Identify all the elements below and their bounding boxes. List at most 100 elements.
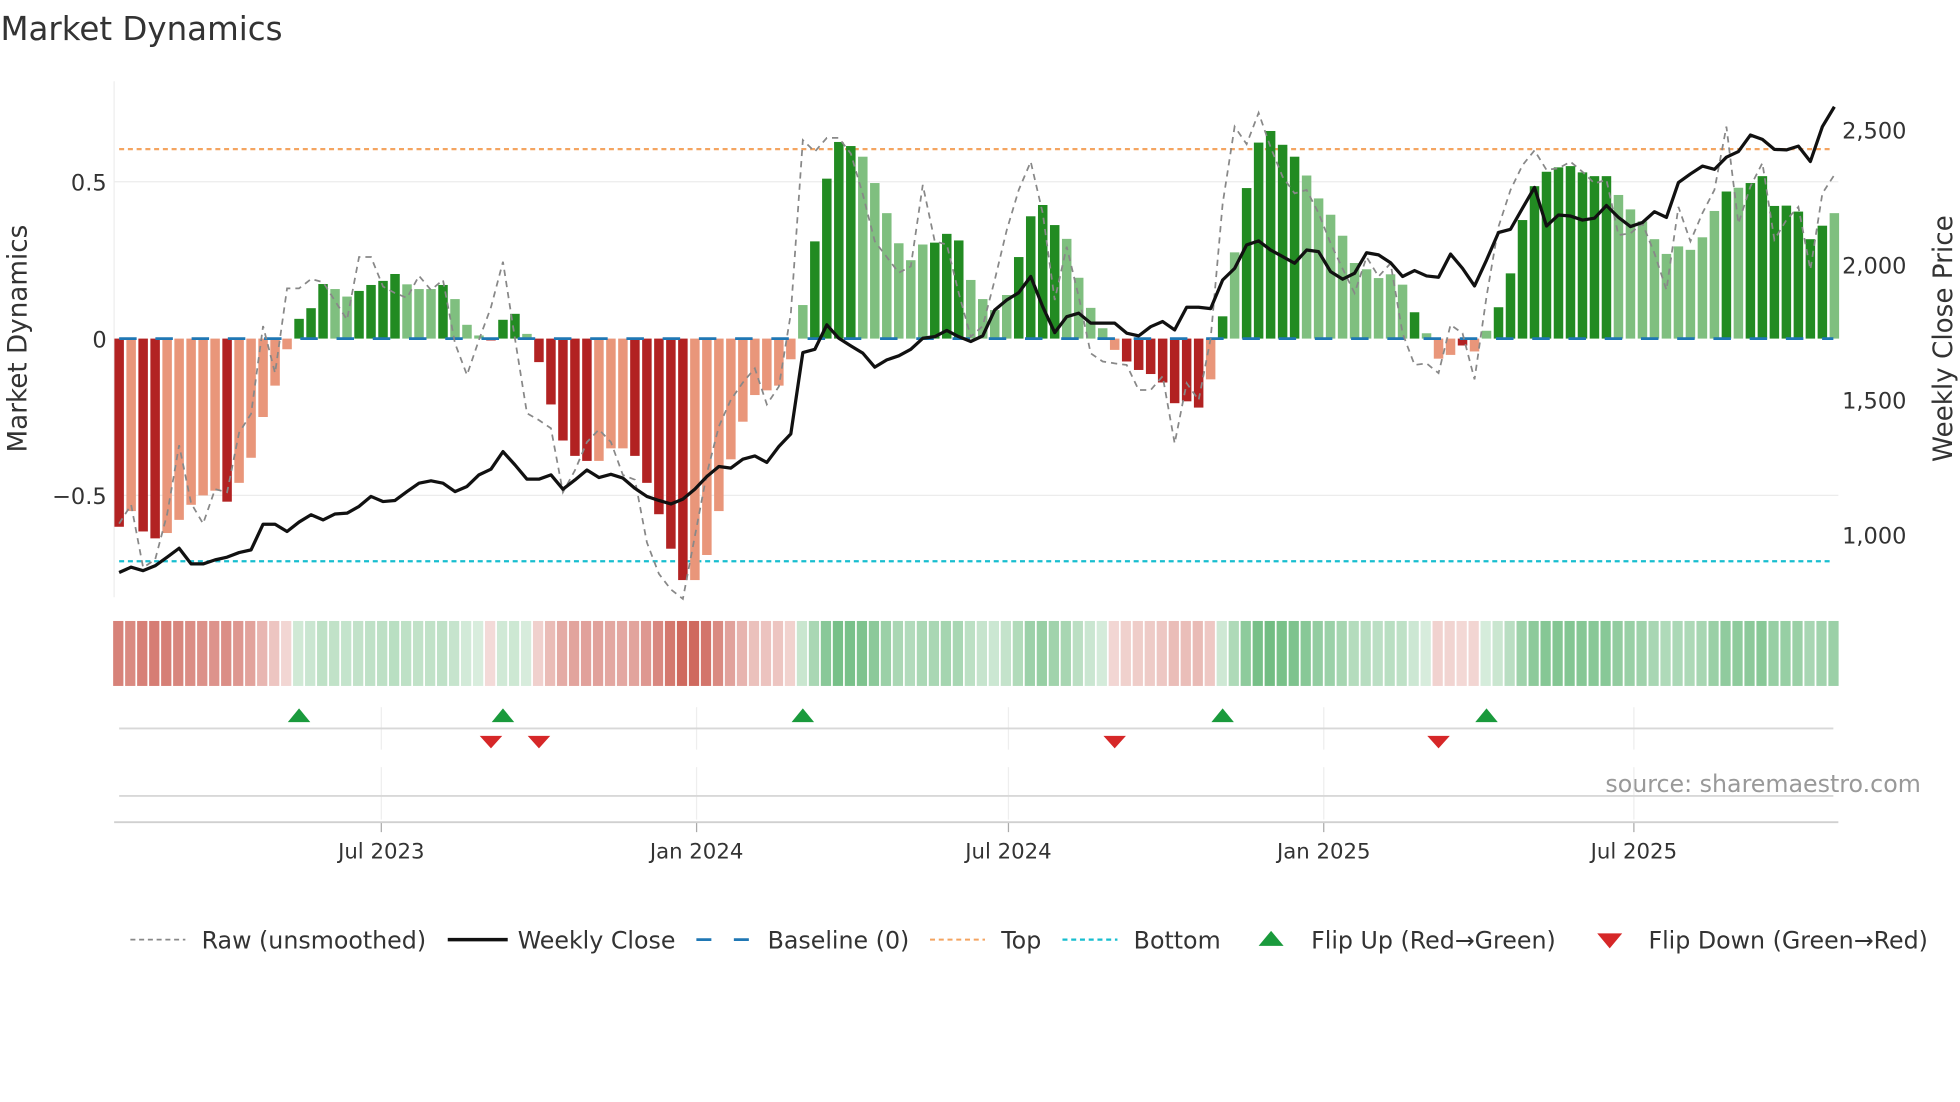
- dynamics-bar: [1457, 338, 1468, 346]
- heat-strip-cell: [341, 620, 352, 686]
- dynamics-bar: [450, 299, 460, 339]
- dynamics-bar: [138, 338, 148, 532]
- dynamics-bar: [258, 338, 268, 417]
- dynamics-bar: [306, 308, 316, 339]
- heat-strip-cell: [784, 620, 796, 686]
- dynamics-bar: [210, 338, 220, 491]
- heat-strip-cell: [1192, 620, 1203, 686]
- dynamics-bar: [534, 338, 544, 363]
- dynamics-bar: [414, 289, 424, 339]
- dynamics-bar: [426, 289, 436, 339]
- heat-strip-cell: [1552, 620, 1563, 686]
- heat-strip-cell: [592, 620, 604, 686]
- dynamics-bar: [198, 338, 208, 496]
- heat-strip-cell: [1336, 620, 1347, 686]
- heat-strip-cell: [257, 620, 268, 686]
- heat-strip-cell: [976, 620, 987, 686]
- dynamics-bar: [294, 318, 304, 339]
- heat-strip-cell: [1036, 620, 1047, 686]
- flip-down-marker: [1427, 735, 1450, 749]
- weekly-close-line: [118, 105, 1836, 575]
- heat-strip-cell: [688, 620, 700, 686]
- heat-strip-cell: [317, 620, 328, 686]
- heat-strip-cell: [964, 620, 976, 686]
- dynamics-bar: [1481, 330, 1492, 339]
- heat-strip-cell: [161, 620, 172, 686]
- heat-strip-cell: [1144, 620, 1155, 686]
- dynamics-bar: [726, 338, 736, 460]
- heat-strip-cell: [1420, 620, 1431, 686]
- dynamics-bar: [1001, 295, 1012, 339]
- dynamics-bar: [1037, 204, 1048, 339]
- heat-strip-cell: [484, 620, 496, 686]
- dynamics-bar: [1565, 166, 1576, 339]
- heat-strip-cell: [520, 620, 532, 686]
- x-tick-label: Jan 2024: [648, 839, 744, 864]
- dynamics-bar: [1157, 338, 1168, 383]
- flip-up-marker: [1211, 708, 1234, 723]
- dynamics-bar: [1061, 238, 1072, 339]
- heat-strip-cell: [1432, 620, 1443, 686]
- heat-strip-cell: [664, 620, 676, 686]
- legend-label: Top: [1000, 926, 1041, 954]
- y-tick-label: 0: [92, 327, 106, 353]
- dynamics-bar: [234, 338, 244, 483]
- heat-strip-cell: [1732, 620, 1743, 686]
- dynamics-bar: [474, 335, 484, 339]
- dynamics-bar: [1109, 338, 1120, 350]
- heat-strip-cell: [1300, 620, 1311, 686]
- heat-strip-cell: [1084, 620, 1095, 686]
- dynamics-bar: [1409, 312, 1420, 339]
- dynamics-bar: [1073, 277, 1084, 339]
- legend-label: Baseline (0): [768, 926, 910, 954]
- heat-strip-cell: [916, 620, 928, 686]
- dynamics-bar: [918, 244, 928, 339]
- y2-tick-label: 1,500: [1842, 389, 1906, 415]
- dynamics-bar: [126, 338, 136, 512]
- heat-strip-cell: [1288, 620, 1299, 686]
- heat-strip-cell: [305, 620, 316, 686]
- dynamics-bar: [1733, 187, 1744, 339]
- heat-strip-cell: [448, 620, 460, 686]
- heat-strip-cell: [1000, 620, 1011, 686]
- dynamics-bar: [582, 338, 592, 461]
- heat-strip-cell: [1684, 620, 1695, 686]
- heat-strip-cell: [1384, 620, 1395, 686]
- dynamics-bar: [846, 146, 856, 339]
- y-tick-label: 0.5: [71, 171, 107, 197]
- heat-strip-cell: [1072, 620, 1083, 686]
- heat-strip-cell: [628, 620, 640, 686]
- heat-strip-cell: [1720, 620, 1731, 686]
- dynamics-bar: [738, 338, 748, 422]
- dynamics-bar: [1493, 307, 1504, 339]
- dynamics-bar: [174, 338, 184, 520]
- heat-strip-cell: [952, 620, 964, 686]
- heat-strip-cell: [1756, 620, 1767, 686]
- heat-strip-cell: [1204, 620, 1215, 686]
- heat-strip-cell: [137, 620, 148, 686]
- dynamics-bar: [594, 338, 604, 461]
- heat-strip-cell: [1324, 620, 1335, 686]
- dynamics-bar: [1793, 211, 1804, 339]
- dynamics-bar: [870, 183, 880, 339]
- heat-strip-cell: [1168, 620, 1179, 686]
- dynamics-bar: [930, 242, 940, 339]
- dynamics-bar: [1421, 333, 1432, 339]
- heat-strip-cell: [1360, 620, 1371, 686]
- heat-strip-cell: [676, 620, 688, 686]
- dynamics-bar: [498, 319, 508, 339]
- heat-strip-cell: [197, 620, 208, 686]
- dynamics-bar: [1661, 253, 1672, 339]
- heat-strip-cell: [1444, 620, 1455, 686]
- dynamics-bar: [1277, 144, 1288, 339]
- source-note: source: sharemaestro.com: [1605, 770, 1920, 798]
- heat-strip-cell: [808, 620, 820, 686]
- dynamics-bar: [186, 338, 196, 505]
- heat-strip-cell: [1108, 620, 1119, 686]
- dynamics-bar: [978, 299, 988, 339]
- heat-strip-cell: [365, 620, 376, 686]
- x-tick-label: Jul 2024: [963, 839, 1051, 864]
- dynamics-bar: [894, 243, 904, 339]
- dynamics-bar: [642, 338, 652, 483]
- heat-strip-cell: [1660, 620, 1671, 686]
